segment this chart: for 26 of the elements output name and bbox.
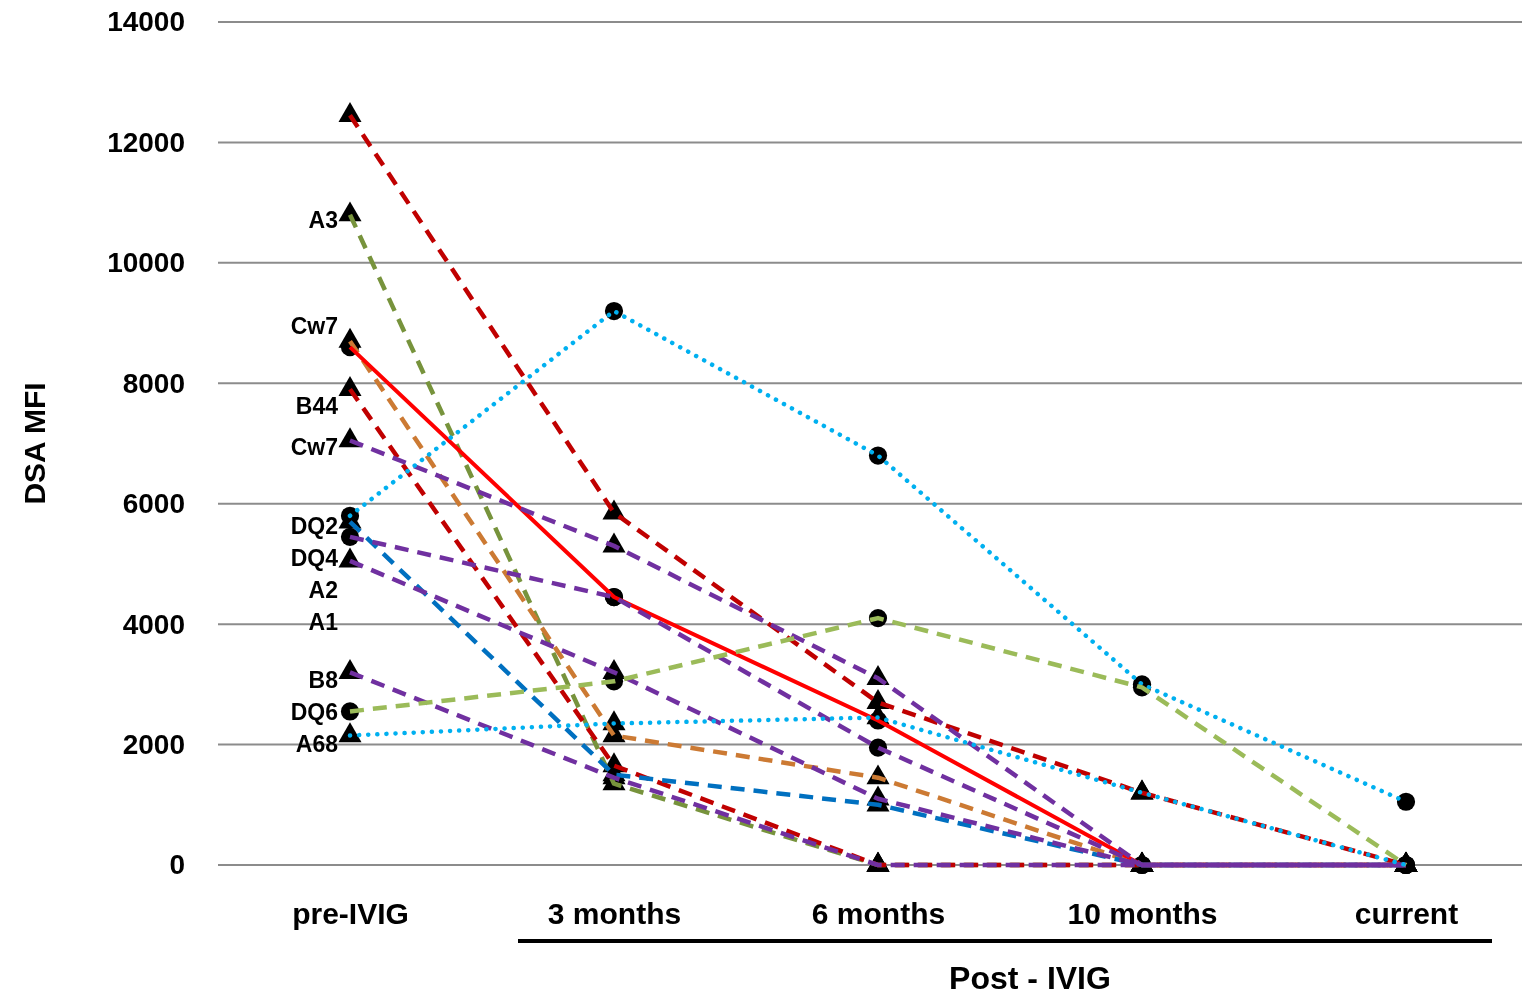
- y-tick-label: 10000: [107, 247, 185, 279]
- y-tick-label: 8000: [122, 367, 185, 399]
- y-tick-label: 14000: [107, 6, 185, 38]
- annotation: A2: [308, 577, 338, 604]
- annotation: Cw7: [290, 434, 338, 461]
- annotation: A3: [308, 207, 338, 234]
- x-tick-label: 10 months: [1067, 896, 1218, 930]
- y-tick-label: 6000: [122, 488, 185, 520]
- x-tick-label: 6 months: [811, 896, 946, 930]
- y-tick-label: 4000: [122, 608, 185, 640]
- annotation: DQ6: [290, 699, 338, 726]
- y-tick-label: 0: [169, 849, 185, 881]
- x-tick-label: current: [1354, 896, 1459, 930]
- annotation: B44: [295, 393, 339, 420]
- annotation: Cw7: [290, 313, 338, 340]
- annotation: A1: [308, 609, 339, 636]
- annotation: DQ4: [290, 545, 339, 572]
- x-tick-label: 3 months: [547, 896, 682, 930]
- text: Post - IVIG: [949, 960, 1111, 997]
- y-tick-label: 2000: [122, 729, 185, 761]
- annotation: DQ2: [290, 513, 338, 540]
- y-axis-title: DSA MFI: [18, 382, 51, 505]
- annotation: A68: [295, 731, 339, 758]
- x-tick-label: pre-IVIG: [292, 896, 409, 930]
- y-tick-label: 12000: [107, 126, 185, 158]
- annotation: B8: [308, 667, 339, 694]
